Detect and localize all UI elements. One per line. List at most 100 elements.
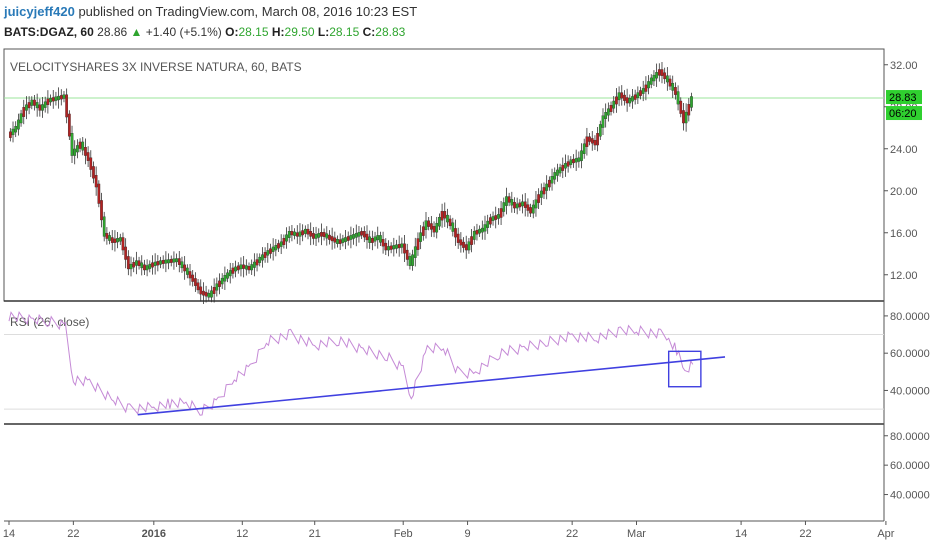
candle-body xyxy=(582,143,586,154)
candle-body xyxy=(478,228,481,234)
candle-body xyxy=(352,234,355,239)
rsi-trendline[interactable] xyxy=(137,356,726,416)
candle-body xyxy=(679,100,683,114)
candle-body xyxy=(242,264,245,269)
candle-body xyxy=(153,261,157,266)
highlight-box[interactable] xyxy=(667,350,702,388)
candle-body xyxy=(239,264,243,270)
publish-info: juicyjeff420 published on TradingView.co… xyxy=(4,4,417,19)
candle-body xyxy=(207,292,211,298)
candle-body xyxy=(30,99,34,106)
price-tick-label: 12.00 xyxy=(890,270,918,282)
candle-body xyxy=(435,222,439,233)
candle-body xyxy=(655,72,658,79)
candle-body xyxy=(561,164,565,171)
candle-body xyxy=(27,102,31,109)
time-tick-label: 22 xyxy=(67,528,79,540)
candle-body xyxy=(371,238,374,243)
candle-body xyxy=(475,229,479,235)
candle-body xyxy=(411,254,414,266)
candle-body xyxy=(687,104,691,116)
candle-body xyxy=(556,169,559,176)
candle-body xyxy=(156,261,160,266)
candle-body xyxy=(161,260,165,264)
candle-body xyxy=(244,265,248,270)
candle-body xyxy=(628,98,632,104)
candle-body xyxy=(376,235,380,241)
last-price: 28.86 xyxy=(97,25,128,39)
candle-body xyxy=(317,233,321,238)
candle-body xyxy=(432,226,436,233)
candle-body xyxy=(668,78,672,87)
candle-body xyxy=(110,237,114,243)
price-change: +1.40 (+5.1%) xyxy=(145,25,222,39)
candle-body xyxy=(255,259,259,266)
symbol-label: BATS:DGAZ, 60 xyxy=(4,25,94,39)
candle-body xyxy=(362,231,366,238)
candle-body xyxy=(19,113,23,124)
publish-text: published on TradingView.com, March 08, … xyxy=(78,4,418,19)
candle-body xyxy=(143,264,146,271)
price-tick-label: 16.00 xyxy=(890,228,918,240)
candle-body xyxy=(274,245,278,251)
candle-body xyxy=(250,264,254,271)
candle-body xyxy=(534,199,538,209)
candle-body xyxy=(46,98,50,105)
candle-body xyxy=(467,241,471,251)
candle-body xyxy=(515,203,519,209)
candle-body xyxy=(169,259,173,263)
candle-body xyxy=(665,75,669,83)
candle-body xyxy=(100,200,103,221)
candle-body xyxy=(690,96,693,108)
candle-body xyxy=(338,239,342,244)
last-price-badge xyxy=(886,90,922,105)
author-link[interactable]: juicyjeff420 xyxy=(4,4,75,19)
candle-body xyxy=(531,204,535,214)
candle-body xyxy=(51,97,55,102)
pane-borders xyxy=(3,48,885,522)
countdown-badge xyxy=(886,106,922,121)
candle-body xyxy=(76,145,79,153)
chart-header: juicyjeff420 published on TradingView.co… xyxy=(0,0,932,44)
candle-body xyxy=(379,235,382,243)
candle-body xyxy=(25,104,28,111)
extra-tick-label: 60.0000 xyxy=(890,460,930,472)
candle-body xyxy=(73,148,77,156)
candle-body xyxy=(293,231,296,236)
candle-body xyxy=(569,159,573,165)
candle-body xyxy=(105,233,109,239)
candle-body xyxy=(301,230,304,236)
candle-body xyxy=(357,232,361,237)
candle-body xyxy=(491,216,495,221)
candle-body xyxy=(129,263,133,270)
candle-body xyxy=(427,220,431,227)
candle-body xyxy=(574,158,578,163)
candle-body xyxy=(604,112,608,119)
candle-body xyxy=(78,141,82,149)
candle-body xyxy=(459,239,463,246)
candle-body xyxy=(135,260,138,266)
candle-body xyxy=(480,227,484,233)
candle-body xyxy=(354,233,358,238)
candle-body xyxy=(612,100,616,109)
candle-body xyxy=(405,249,409,260)
candle-body xyxy=(140,262,144,269)
candle-body xyxy=(67,113,71,137)
candle-body xyxy=(62,94,66,99)
candle-body xyxy=(451,222,455,232)
candle-body xyxy=(199,286,203,295)
candle-body xyxy=(424,220,428,230)
candle-body xyxy=(266,250,270,256)
candle-body xyxy=(41,104,44,111)
candle-body xyxy=(336,239,339,244)
chart-area[interactable]: VELOCITYSHARES 3X INVERSE NATURA, 60, BA… xyxy=(0,44,932,550)
candle-body xyxy=(118,237,122,242)
candle-body xyxy=(392,245,396,250)
candle-body xyxy=(126,256,130,270)
candle-body xyxy=(22,107,26,117)
candle-body xyxy=(92,166,95,179)
candle-body xyxy=(609,105,613,112)
candle-body xyxy=(303,228,307,234)
candle-body xyxy=(674,87,677,95)
candle-body xyxy=(290,231,294,236)
